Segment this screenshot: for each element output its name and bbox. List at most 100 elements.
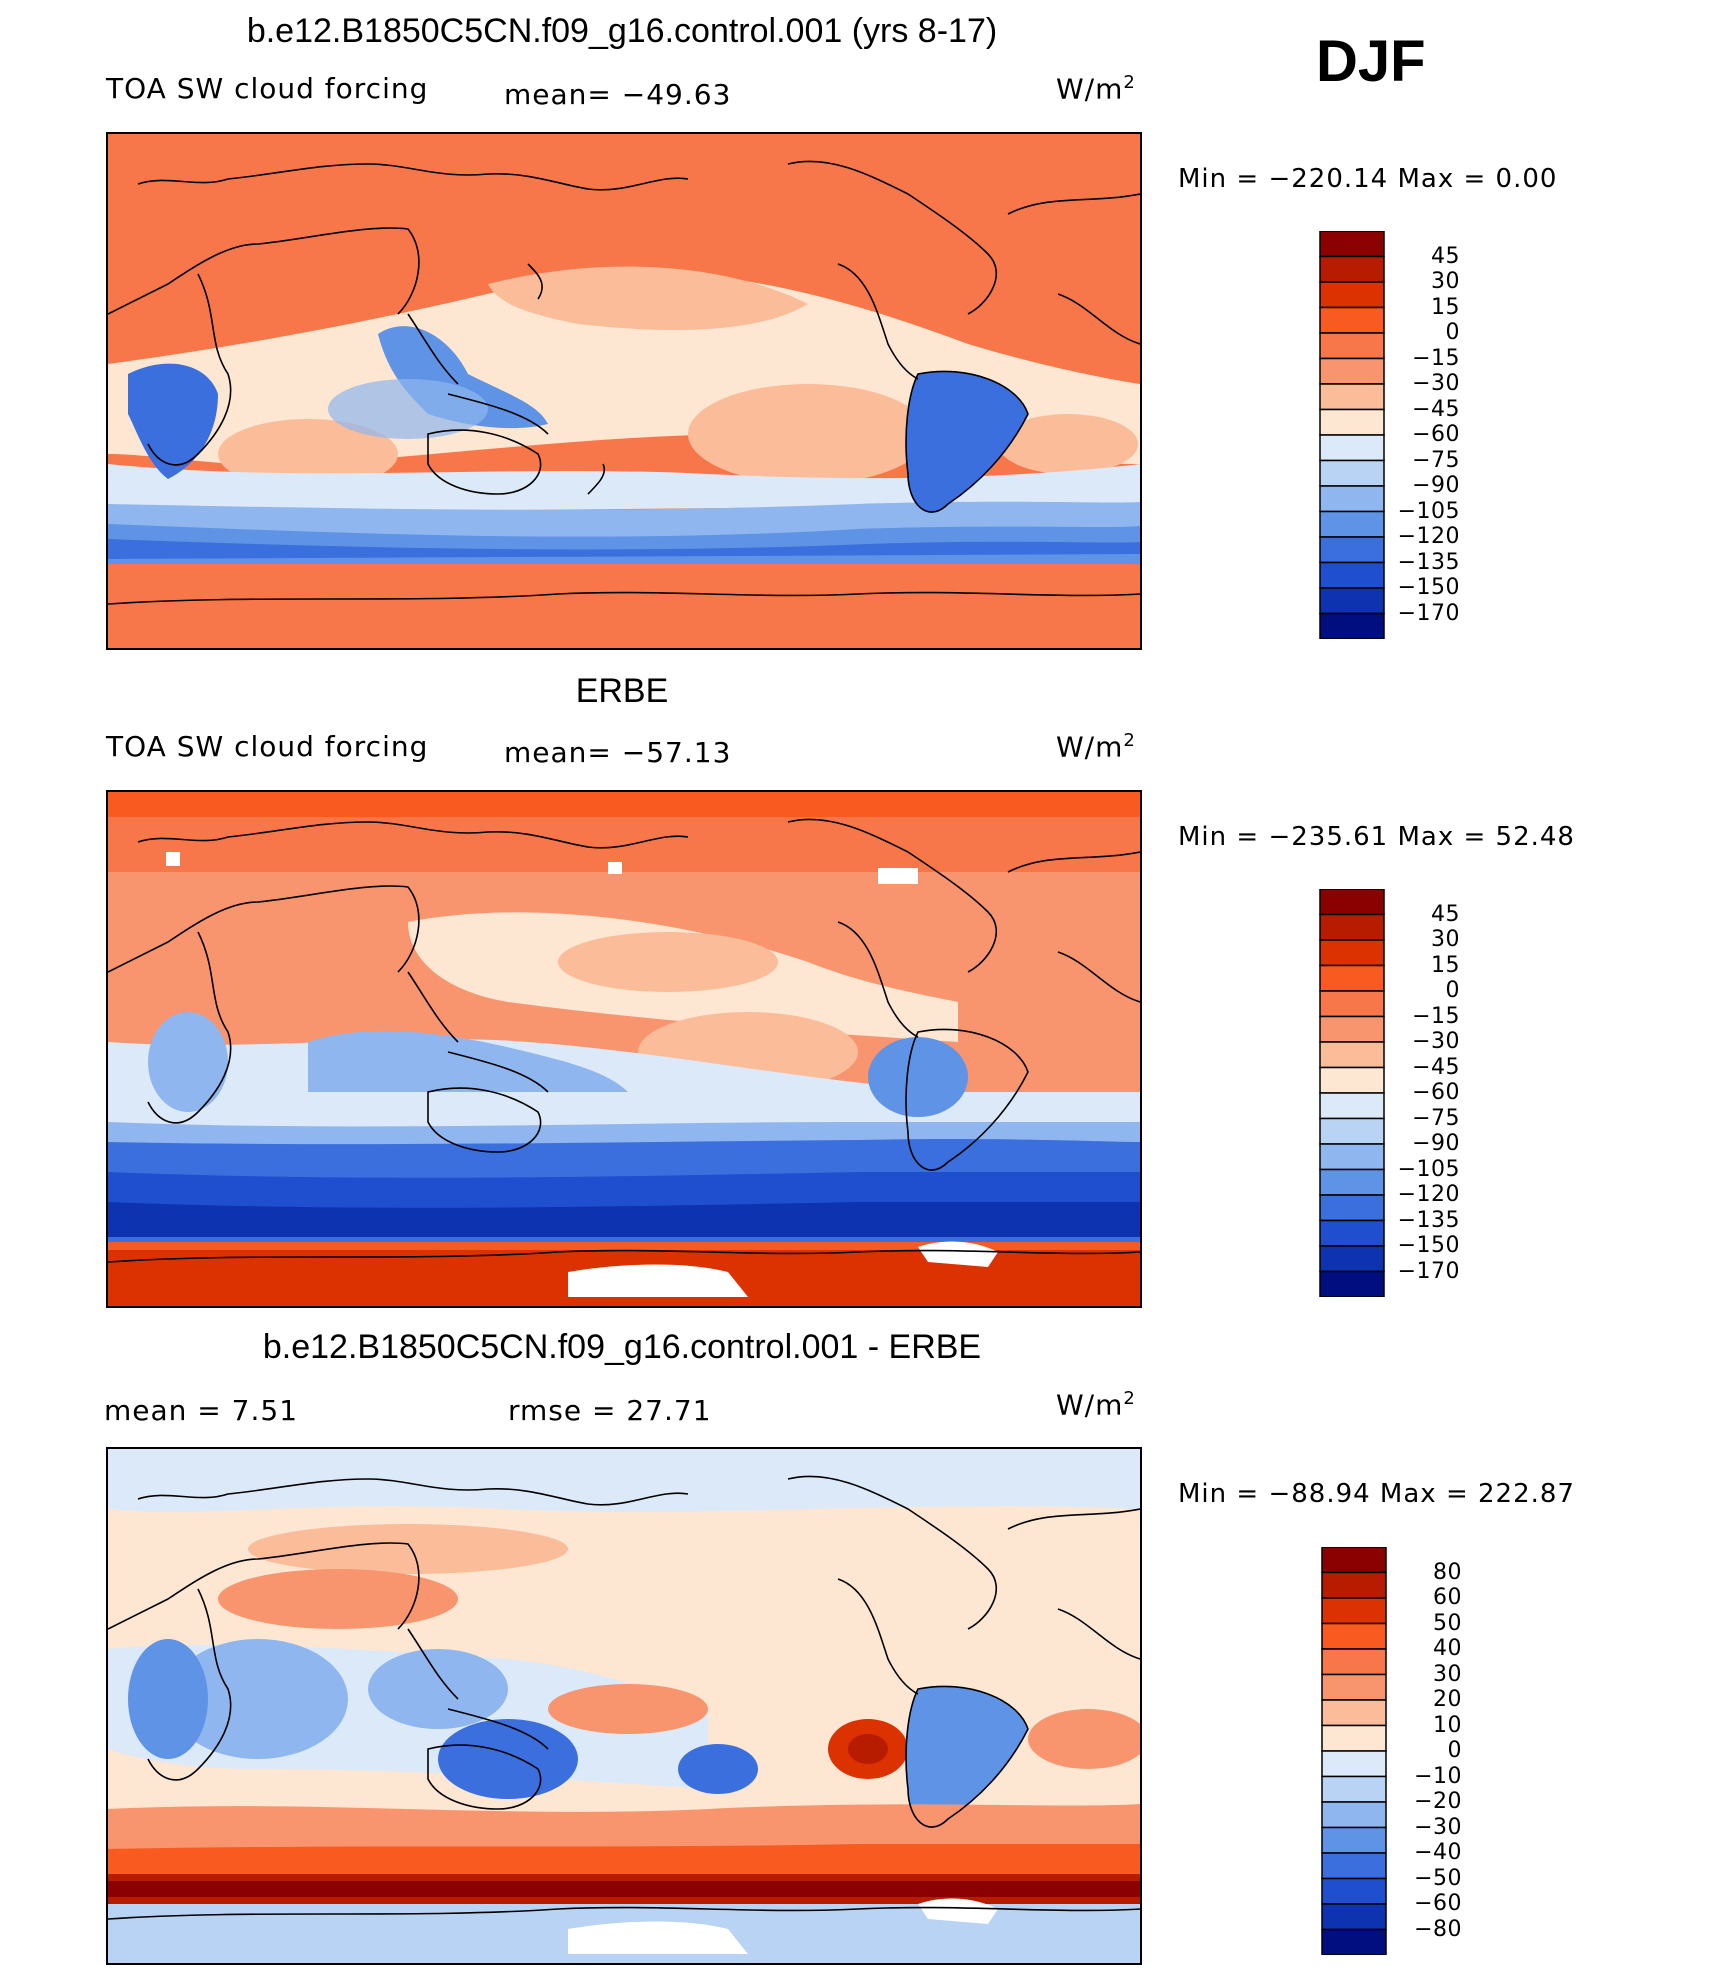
colorbar-swatch — [1321, 1852, 1387, 1880]
colorbar-swatch — [1319, 1117, 1385, 1145]
colorbar-tick-label: −50 — [1414, 1865, 1462, 1891]
panel-3-colorbar — [1321, 1547, 1387, 1955]
colorbar-swatch — [1321, 1622, 1387, 1650]
colorbar-tick-label: 20 — [1433, 1687, 1462, 1712]
colorbar-swatch — [1319, 1194, 1385, 1222]
colorbar-swatch — [1321, 1547, 1387, 1574]
colorbar-tick-label: 60 — [1433, 1585, 1462, 1610]
colorbar-swatch — [1319, 459, 1385, 487]
colorbar-swatch — [1319, 587, 1385, 615]
colorbar-tick-label: −135 — [1397, 1207, 1460, 1233]
colorbar-swatch — [1319, 357, 1385, 385]
colorbar-tick-label: −170 — [1397, 600, 1460, 626]
panel-2-units-label: W/m2 — [1056, 730, 1136, 764]
colorbar-tick-label: −80 — [1414, 1916, 1462, 1942]
colorbar-tick-label: −105 — [1397, 1156, 1460, 1182]
colorbar-swatch — [1321, 1648, 1387, 1676]
colorbar-swatch — [1319, 332, 1385, 360]
colorbar-swatch — [1319, 510, 1385, 538]
panel-1-title: b.e12.B1850C5CN.f09_g16.control.001 (yrs… — [246, 12, 998, 50]
colorbar-tick-label: −30 — [1414, 1814, 1462, 1840]
colorbar-tick-label: −150 — [1397, 575, 1460, 600]
panel-1-colorbar — [1319, 231, 1385, 639]
colorbar-swatch — [1319, 1245, 1385, 1273]
colorbar-swatch — [1321, 1801, 1387, 1829]
colorbar-tick-label: −75 — [1412, 1105, 1460, 1131]
colorbar-swatch — [1319, 1143, 1385, 1171]
colorbar-swatch — [1319, 281, 1385, 309]
panel-1-units-label: W/m2 — [1056, 72, 1136, 106]
colorbar-tick-label: 0 — [1445, 978, 1460, 1003]
colorbar-tick-label: 10 — [1433, 1712, 1462, 1738]
colorbar-swatch — [1319, 1092, 1385, 1120]
panel-3-units-label: W/m2 — [1056, 1388, 1136, 1422]
panel-1-map — [106, 132, 1142, 650]
colorbar-tick-label: −170 — [1397, 1258, 1460, 1284]
panel-1-minmax: Min = −220.14 Max = 0.00 — [1178, 164, 1558, 194]
colorbar-tick-label: 15 — [1431, 294, 1460, 320]
colorbar-swatch — [1319, 1066, 1385, 1094]
colorbar-tick-label: −60 — [1412, 1080, 1460, 1105]
colorbar-swatch — [1321, 1571, 1387, 1599]
panel-2-map — [106, 790, 1142, 1308]
colorbar-tick-label: −15 — [1412, 1003, 1460, 1029]
colorbar-tick-label: −135 — [1397, 549, 1460, 575]
panel-1-colorbar-labels: 45 30 15 0 −15 −30 −45 −60 −75 −90 −105 −120 −135 −15… — [1390, 231, 1510, 639]
colorbar-swatch — [1319, 964, 1385, 992]
colorbar-tick-label: −15 — [1412, 345, 1460, 371]
colorbar-swatch — [1319, 990, 1385, 1018]
colorbar-swatch — [1319, 1041, 1385, 1069]
panel-2-colorbar — [1319, 889, 1385, 1297]
colorbar-swatch — [1319, 306, 1385, 334]
colorbar-tick-label: 50 — [1433, 1610, 1462, 1636]
colorbar-swatch — [1319, 383, 1385, 411]
colorbar-tick-label: −10 — [1414, 1763, 1462, 1789]
colorbar-swatch — [1319, 889, 1385, 916]
colorbar-tick-label: −90 — [1412, 1131, 1460, 1156]
colorbar-swatch — [1321, 1928, 1387, 1955]
colorbar-swatch — [1319, 561, 1385, 589]
colorbar-tick-label: 45 — [1431, 901, 1460, 927]
colorbar-swatch — [1319, 434, 1385, 462]
panel-2-variable-label: TOA SW cloud forcing — [106, 730, 429, 763]
colorbar-tick-label: 40 — [1433, 1636, 1462, 1661]
panel-3-map — [106, 1447, 1142, 1965]
colorbar-swatch — [1319, 408, 1385, 436]
colorbar-tick-label: 0 — [1447, 1738, 1462, 1763]
colorbar-tick-label: −20 — [1414, 1789, 1462, 1814]
colorbar-tick-label: −120 — [1397, 524, 1460, 549]
panel-3-mean-label: mean = 7.51 — [104, 1394, 299, 1427]
panel-1-variable-label: TOA SW cloud forcing — [106, 72, 429, 105]
panel-2-colorbar-labels: 45 30 15 0 −15 −30 −45 −60 −75 −90 −105 −120 −135 −15… — [1390, 889, 1510, 1297]
panel-2-title: ERBE — [575, 672, 669, 710]
colorbar-tick-label: −90 — [1412, 473, 1460, 498]
panel-3-colorbar-labels: 80 60 50 40 30 20 10 0 −10 −20 −30 −40 −50 −60 −80 — [1392, 1547, 1512, 1955]
colorbar-tick-label: −60 — [1414, 1891, 1462, 1916]
colorbar-swatch — [1319, 1015, 1385, 1043]
colorbar-swatch — [1321, 1673, 1387, 1701]
panel-2-mean-label: mean= −57.13 — [504, 736, 732, 769]
colorbar-tick-label: −105 — [1397, 498, 1460, 524]
colorbar-swatch — [1321, 1775, 1387, 1803]
colorbar-tick-label: −30 — [1412, 1029, 1460, 1054]
colorbar-tick-label: 30 — [1431, 269, 1460, 294]
panel-3-rmse-label: rmse = 27.71 — [508, 1394, 712, 1427]
colorbar-swatch — [1319, 939, 1385, 967]
colorbar-swatch — [1319, 1168, 1385, 1196]
colorbar-tick-label: 15 — [1431, 952, 1460, 978]
colorbar-swatch — [1321, 1903, 1387, 1931]
colorbar-tick-label: −150 — [1397, 1233, 1460, 1258]
panel-3-title: b.e12.B1850C5CN.f09_g16.control.001 - ER… — [262, 1328, 982, 1366]
colorbar-swatch — [1321, 1699, 1387, 1727]
colorbar-swatch — [1319, 231, 1385, 258]
colorbar-swatch — [1319, 536, 1385, 564]
colorbar-tick-label: −45 — [1412, 396, 1460, 422]
colorbar-tick-label: 0 — [1445, 320, 1460, 345]
colorbar-tick-label: −75 — [1412, 447, 1460, 473]
colorbar-tick-label: −45 — [1412, 1054, 1460, 1080]
colorbar-swatch — [1319, 1270, 1385, 1297]
colorbar-tick-label: −30 — [1412, 371, 1460, 396]
colorbar-swatch — [1321, 1597, 1387, 1625]
colorbar-swatch — [1319, 1219, 1385, 1247]
colorbar-swatch — [1319, 612, 1385, 639]
